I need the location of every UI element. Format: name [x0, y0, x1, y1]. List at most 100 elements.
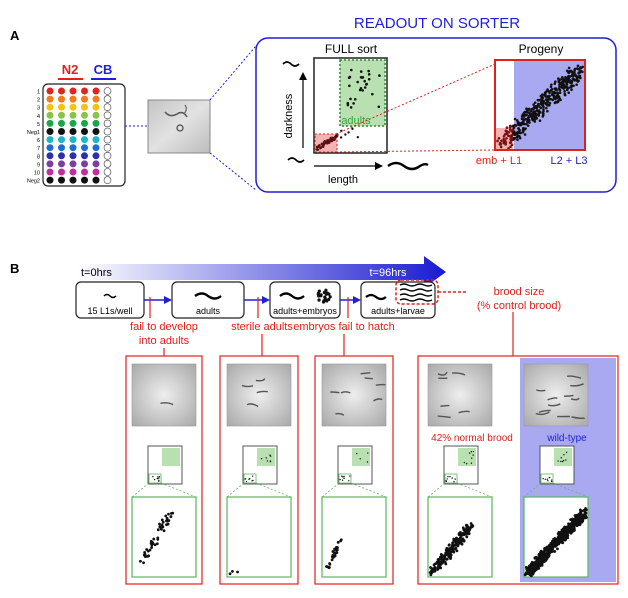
mini-point [157, 476, 159, 478]
progeny-point [535, 106, 538, 110]
progeny-point [545, 90, 548, 93]
plate-well [92, 87, 100, 95]
mini-point [561, 460, 564, 463]
l2-l3-label: L2 + L3 [550, 155, 587, 167]
progeny-point [504, 141, 508, 144]
zoom-point [336, 540, 340, 544]
adult-point [349, 97, 352, 101]
progeny-point [545, 106, 548, 110]
larva-icon-4 [399, 298, 433, 302]
zoom-point [428, 571, 432, 574]
plate-well [46, 119, 54, 127]
progeny-point [538, 119, 542, 122]
plate-well [69, 111, 77, 119]
mini-zoom-gate [540, 473, 554, 484]
mini-point [152, 475, 154, 478]
progeny-point [558, 81, 562, 85]
progeny-point [508, 128, 512, 131]
zoom-point [435, 561, 438, 565]
result-box-fail-develop [125, 355, 203, 585]
mini-zoom-gate [243, 473, 257, 484]
mini-point [565, 459, 567, 461]
zoom-point [439, 555, 442, 559]
adult-point [348, 84, 351, 88]
plate-well [69, 87, 77, 95]
mini-point [342, 476, 344, 478]
plate-well [81, 152, 88, 160]
zoom-point [556, 535, 560, 539]
adult-point [350, 68, 353, 72]
phenotype-fail-develop-1: fail to develop [130, 321, 198, 333]
mini-zoom-gate [148, 473, 162, 484]
mini-adult-gate [554, 448, 572, 466]
progeny-point [528, 114, 531, 118]
progeny-point [558, 97, 562, 101]
zoom-point [447, 547, 451, 551]
progeny-point [527, 108, 531, 111]
progeny-point [577, 67, 581, 71]
zoom-point [572, 523, 576, 526]
mini-point [447, 475, 449, 478]
adult-worm-icon [194, 292, 222, 300]
zoom-point [429, 566, 432, 569]
mini-point [562, 459, 565, 462]
plate-well [103, 87, 112, 95]
small-point [316, 148, 320, 151]
plate-well [81, 144, 88, 152]
plate-row-label: Neg2 [27, 179, 40, 185]
progeny-point [557, 99, 560, 102]
zoom-point [445, 549, 449, 552]
mini-point [244, 478, 246, 480]
progeny-point [507, 130, 511, 134]
progeny-point [562, 83, 566, 86]
worm-icon-short [287, 157, 305, 163]
progeny-point [537, 109, 541, 112]
result-column-wild [523, 363, 589, 578]
zoom-point [334, 552, 337, 555]
plate-well [92, 144, 100, 152]
worm-in-micrograph [566, 375, 582, 379]
worm-in-micrograph [437, 371, 448, 376]
mini-point [158, 477, 160, 479]
zoom-point [460, 533, 464, 537]
zoom-point [538, 562, 542, 566]
progeny-point [558, 88, 562, 92]
progeny-point [541, 111, 545, 115]
progeny-point [528, 121, 531, 124]
plate-well [103, 152, 112, 160]
adult-point [378, 74, 381, 77]
progeny-point [537, 105, 541, 108]
progeny-point [537, 102, 540, 106]
embryo-dot [324, 288, 328, 292]
worm-icon-long [387, 161, 429, 171]
mini-point [472, 450, 475, 453]
zoom-point [471, 524, 475, 528]
worm-icon-small [282, 61, 300, 67]
plate-well [103, 127, 112, 136]
zoom-point [466, 525, 470, 529]
mini-point [266, 460, 269, 462]
progeny-point [567, 78, 570, 82]
sorter-readout-box [255, 37, 617, 193]
zoom-line [160, 482, 197, 498]
worm-in-micrograph [563, 394, 574, 397]
result-box-brood [417, 355, 619, 585]
mini-point [560, 457, 562, 459]
full-sort-title: FULL sort [325, 42, 378, 56]
zoom-point [332, 554, 336, 558]
progeny-point [575, 83, 578, 86]
mini-point [557, 460, 559, 462]
worm-in-micrograph [538, 409, 551, 413]
plate-well [69, 152, 77, 160]
progeny-point [558, 83, 561, 87]
zoom-point [150, 546, 153, 550]
misc-point [344, 133, 347, 136]
plate-well [81, 95, 88, 103]
plate-well [46, 136, 54, 144]
zoom-point [451, 549, 455, 552]
mini-point [339, 478, 341, 481]
transition-arrows [144, 296, 361, 318]
mini-point [265, 457, 267, 459]
plate-well [103, 95, 112, 103]
zoom-point [549, 550, 553, 554]
